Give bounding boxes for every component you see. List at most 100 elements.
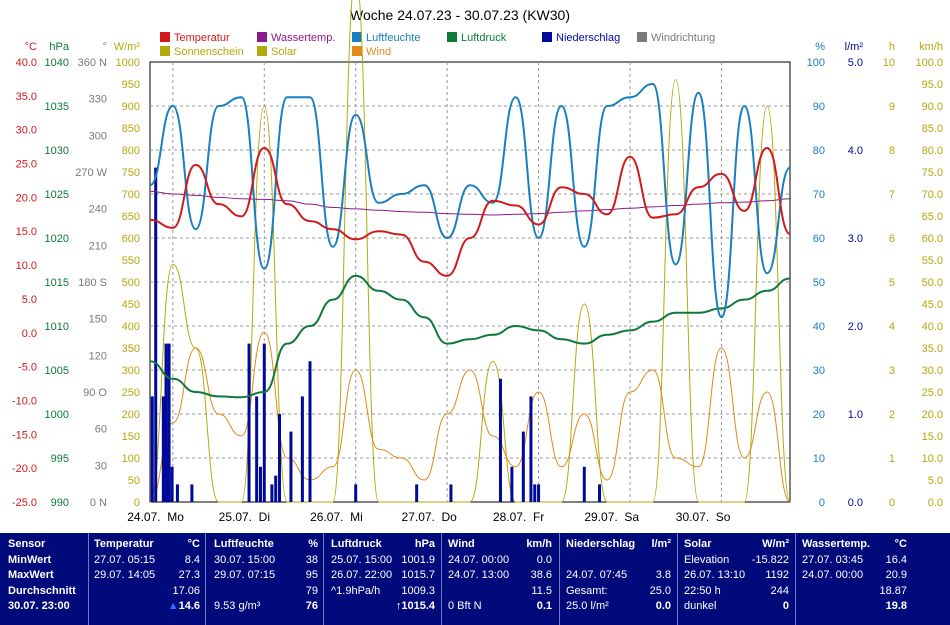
axis-tick-label: 30 [95,460,107,472]
wind-max-time: 24.07. 13:00 [448,569,510,581]
water-min-value: 16.4 [885,553,907,566]
axis-tick-label: 150 [122,431,140,443]
axis-tick-label: 5 [889,277,895,289]
stats-sensor-header: Sensor [8,538,46,550]
x-day-label: 24.07. [127,510,160,524]
axis-tick-label: 2.0 [848,321,863,333]
precip-bar [190,484,194,502]
precip-max-time: 24.07. 07:45 [566,569,628,581]
axis-tick-label: 1005 [45,365,69,377]
press-now-value: 1015.4 [401,600,435,612]
solar-elevation-label: Elevation [684,553,730,566]
axis-tick-label: 7 [889,189,895,201]
stats-max-label: MaxWert [8,569,54,581]
stats-precip: Niederschlag l/m² 24.07. 07:45 3.8 Gesamt:… [566,538,671,624]
wind-min-time: 24.07. 00:00 [448,553,510,566]
stats-min-label: MinWert [8,553,52,566]
axis-tick-label: 2 [889,409,895,421]
axis-unit: hPa [49,41,69,53]
x-weekday-label: Sa [624,510,639,524]
axis-tick-label: 30 [813,365,825,377]
hum-header: Luftfeuchte [214,538,274,550]
legend-label: Luftfeuchte [366,32,420,44]
axis-tick-label: 1.0 [848,409,863,421]
legend-swatch [257,32,267,42]
axis-tick-label: 1015 [45,277,69,289]
axis-unit: W/m² [114,41,141,53]
stats-pressure: Luftdruck hPa 25.07. 15:00 1001.9 26.07. 2… [331,538,435,624]
axis-tick-label: 9 [889,101,895,113]
axis-tick-label: 0.0 [928,497,943,509]
press-max-value: 1015.7 [401,569,435,581]
axis-tick-label: 3.0 [848,233,863,245]
axis-tick-label: 35.0 [16,91,37,103]
axis-tick-label: 100 [807,57,825,69]
x-weekday-label: So [716,510,731,524]
series-line-temperatur [149,146,791,277]
solar-now-value: 0 [782,600,789,612]
axis-tick-label: 300 [122,365,140,377]
solar-unit: W/m² [762,538,789,550]
press-avg-value: 1009.3 [401,584,435,597]
precip-total-value: 25.0 [649,584,671,597]
axis-tick-label: 20 [813,409,825,421]
water-avg-value: 18.87 [879,584,907,597]
legend-label: Wassertemp. [271,32,335,44]
precip-bar [165,449,169,502]
wind-unit: km/h [526,538,552,550]
water-now-value: 19.8 [885,600,907,612]
precip-bar [498,378,502,502]
axis-tick-label: 0 [889,497,895,509]
axis-tick-label: 45.0 [922,299,943,311]
wind-now-value: 0.1 [536,600,552,612]
stats-water: Wassertemp. °C 27.07. 03:45 16.4 24.07. 00… [802,538,907,624]
axis-tick-label: 80 [813,145,825,157]
axis-tick-label: 270 W [75,167,107,179]
precip-max-value: 3.8 [655,569,671,581]
hum-avg-value: 79 [305,584,318,597]
precip-bar [262,343,266,502]
axis-tick-label: 0 [819,497,825,509]
precip-bar [289,431,293,502]
wind-bft: 0 Bft N [448,600,482,612]
wind-avg-value: 11.5 [531,584,552,597]
axis-tick-label: 6 [889,233,895,245]
precip-bar [270,484,274,502]
axis-unit: % [815,41,825,53]
solar-hours-label: 22:50 h [684,584,721,597]
x-weekday-label: Fr [533,510,544,524]
axis-unit: km/h [919,41,943,53]
precip-bar [255,396,259,502]
axis-tick-label: 3 [889,365,895,377]
axis-tick-label: 40 [813,321,825,333]
temp-header: Temperatur [94,538,154,550]
axis-tick-label: 180 S [78,277,107,289]
precip-now-value: 0.0 [655,600,671,612]
axis-tick-label: -20.0 [12,463,37,475]
axis-tick-label: 80.0 [922,145,943,157]
axis-tick-label: 300 [89,130,107,142]
precip-bar [521,431,525,502]
hum-max-time: 29.07. 07:15 [214,569,276,581]
axis-tick-label: 95.0 [922,79,943,91]
legend-label: Niederschlag [556,32,620,44]
axis-tick-label: 10.0 [922,453,943,465]
series-line-wind [149,331,791,503]
solar-max-value: 1192 [765,569,789,581]
axis-tick-label: 90 [813,101,825,113]
axis-tick-label: 700 [122,189,140,201]
x-weekday-label: Do [442,510,458,524]
legend-label: Windrichtung [651,32,715,44]
press-max-time: 26.07. 22:00 [331,569,393,581]
axis-tick-label: 10 [883,57,895,69]
temp-min-value: 8.4 [184,553,200,566]
precip-bar [161,396,165,502]
press-min-value: 1001.9 [401,553,435,566]
axis-tick-label: 20.0 [922,409,943,421]
axis-tick-label: 950 [122,79,140,91]
x-day-label: 28.07. [493,510,526,524]
axis-unit: l/m² [845,41,864,53]
x-weekday-label: Mi [350,510,363,524]
axis-unit: °C [25,41,37,53]
x-day-label: 26.07. [310,510,343,524]
